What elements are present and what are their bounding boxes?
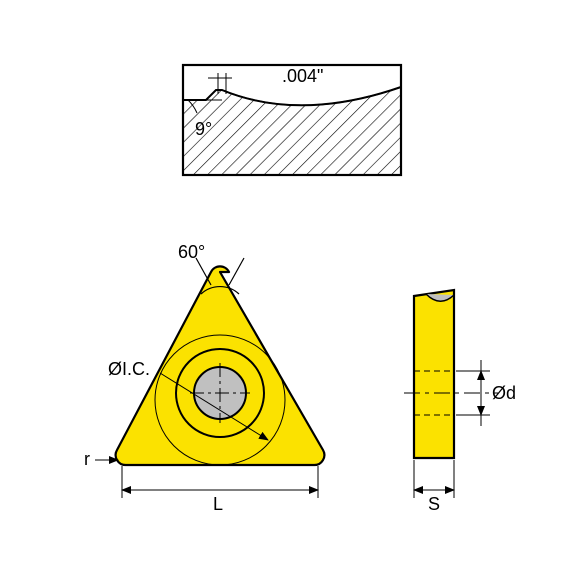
insert-side-view: Ød S — [404, 290, 516, 514]
d-label: Ød — [492, 383, 516, 403]
technical-drawing: .004" 9° 60° ØI.C. r — [0, 0, 576, 576]
r-label: r — [84, 449, 90, 469]
L-label: L — [213, 494, 223, 514]
insert-top-view: 60° ØI.C. r L — [84, 242, 324, 514]
S-label: S — [428, 494, 440, 514]
apex-angle-label: 60° — [178, 242, 205, 262]
ic-label: ØI.C. — [108, 359, 150, 379]
cross-section: .004" 9° — [183, 65, 401, 175]
angle-label: 9° — [195, 119, 212, 139]
thickness-label: .004" — [282, 66, 323, 86]
